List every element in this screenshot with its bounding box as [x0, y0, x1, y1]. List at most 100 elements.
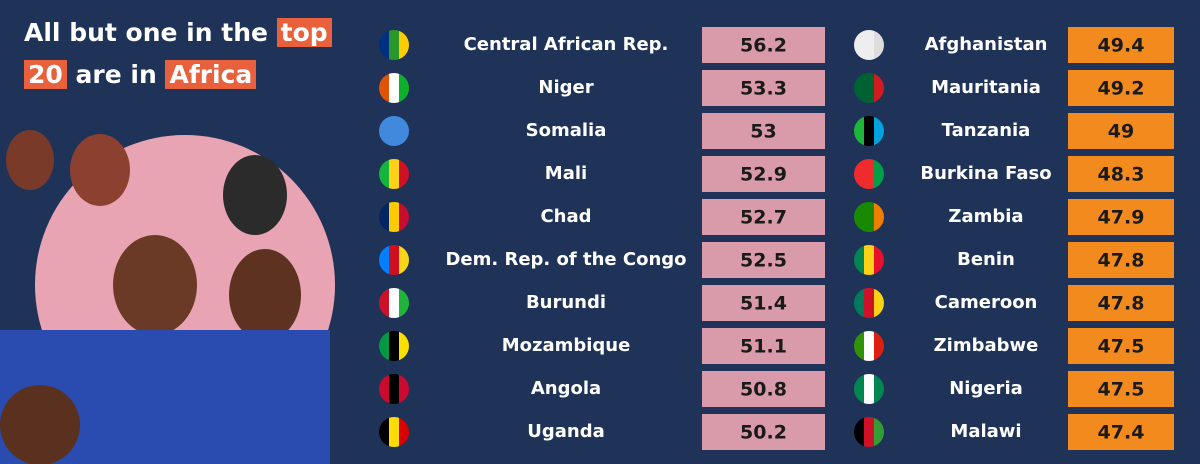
value-box: [1068, 414, 1174, 450]
flag-stripe: [389, 202, 399, 232]
flag-stripe: [389, 116, 399, 146]
value-box: [1068, 27, 1174, 63]
flag-stripe: [389, 417, 399, 447]
flag-stripe: [864, 116, 874, 146]
flag-stripe: [379, 73, 389, 103]
flag-stripe: [874, 202, 884, 232]
flag-stripe: [864, 288, 874, 318]
flag-stripe: [399, 417, 409, 447]
value: 47.5: [1098, 336, 1145, 358]
title-highlight: top: [276, 18, 332, 47]
flag-stripe: [379, 202, 389, 232]
country-name: Afghanistan: [925, 34, 1048, 55]
value: 47.8: [1098, 293, 1145, 315]
value: 47.4: [1098, 422, 1145, 444]
flag-stripe: [399, 116, 409, 146]
country-name: Nigeria: [949, 378, 1023, 399]
value: 47.9: [1098, 207, 1145, 229]
value-box: [702, 27, 825, 63]
flag-stripe: [399, 30, 409, 60]
flag-stripe: [854, 288, 864, 318]
value-box: [1068, 156, 1174, 192]
title-text: are in: [75, 60, 157, 89]
flag-stripe: [864, 245, 874, 275]
country-name: Malawi: [950, 421, 1021, 442]
country-name: Niger: [538, 77, 593, 98]
value: 53.3: [740, 78, 787, 100]
flag-stripe: [854, 374, 864, 404]
country-name: Burundi: [526, 292, 606, 313]
country-name: Zimbabwe: [934, 335, 1039, 356]
flag-stripe: [399, 73, 409, 103]
value: 51.1: [740, 336, 787, 358]
country-name: Central African Rep.: [464, 34, 669, 55]
title-highlight: 20: [24, 60, 67, 89]
value: 51.4: [740, 293, 787, 315]
flag-stripe: [854, 245, 864, 275]
value-box: [1068, 242, 1174, 278]
value: 50.8: [740, 379, 787, 401]
flag-stripe: [874, 30, 884, 60]
flag-stripe: [864, 30, 874, 60]
flag-stripe: [854, 331, 864, 361]
flag-stripe: [399, 288, 409, 318]
value: 48.3: [1098, 164, 1145, 186]
flag-stripe: [874, 245, 884, 275]
flag-stripe: [854, 417, 864, 447]
value-box: [702, 285, 825, 321]
value: 49: [1108, 121, 1134, 143]
value-box: [1068, 113, 1174, 149]
flag-stripe: [399, 331, 409, 361]
flag-stripe: [864, 374, 874, 404]
value: 53: [750, 121, 776, 143]
flag-stripe: [389, 374, 399, 404]
value: 56.2: [740, 35, 787, 57]
country-name: Benin: [957, 249, 1015, 270]
flag-stripe: [854, 73, 864, 103]
country-name: Mauritania: [931, 77, 1041, 98]
flag-stripe: [379, 159, 389, 189]
photo-children: [0, 130, 330, 464]
value: 49.4: [1098, 35, 1145, 57]
flag-stripe: [389, 30, 399, 60]
country-name: Angola: [531, 378, 601, 399]
country-name: Uganda: [527, 421, 605, 442]
flag-stripe: [379, 245, 389, 275]
flag-stripe: [864, 202, 874, 232]
flag-stripe: [399, 374, 409, 404]
value: 50.2: [740, 422, 787, 444]
flag-stripe: [379, 116, 389, 146]
value-box: [1068, 199, 1174, 235]
value-box: [702, 242, 825, 278]
flag-stripe: [389, 159, 399, 189]
flag-stripe: [864, 331, 874, 361]
flag-stripe: [854, 30, 864, 60]
value-box: [702, 156, 825, 192]
flag-stripe: [864, 73, 874, 103]
flag-stripe: [379, 30, 389, 60]
country-name: Burkina Faso: [920, 163, 1051, 184]
flag-stripe: [874, 116, 884, 146]
value-box: [702, 113, 825, 149]
flag-stripe: [864, 417, 874, 447]
flag-stripe: [854, 202, 864, 232]
flag-stripe: [389, 245, 399, 275]
value-box: [1068, 328, 1174, 364]
value-box: [702, 328, 825, 364]
country-name: Tanzania: [942, 120, 1031, 141]
country-name: Chad: [540, 206, 591, 227]
flag-stripe: [874, 159, 884, 189]
flag-stripe: [379, 331, 389, 361]
value-box: [702, 199, 825, 235]
flag-stripe: [399, 245, 409, 275]
value-box: [702, 371, 825, 407]
country-name: Zambia: [948, 206, 1023, 227]
value-box: [702, 414, 825, 450]
country-name: Mali: [545, 163, 587, 184]
flag-stripe: [864, 159, 874, 189]
flag-stripe: [874, 73, 884, 103]
flag-stripe: [399, 202, 409, 232]
value: 52.9: [740, 164, 787, 186]
country-name: Cameroon: [935, 292, 1038, 313]
value-box: [1068, 371, 1174, 407]
